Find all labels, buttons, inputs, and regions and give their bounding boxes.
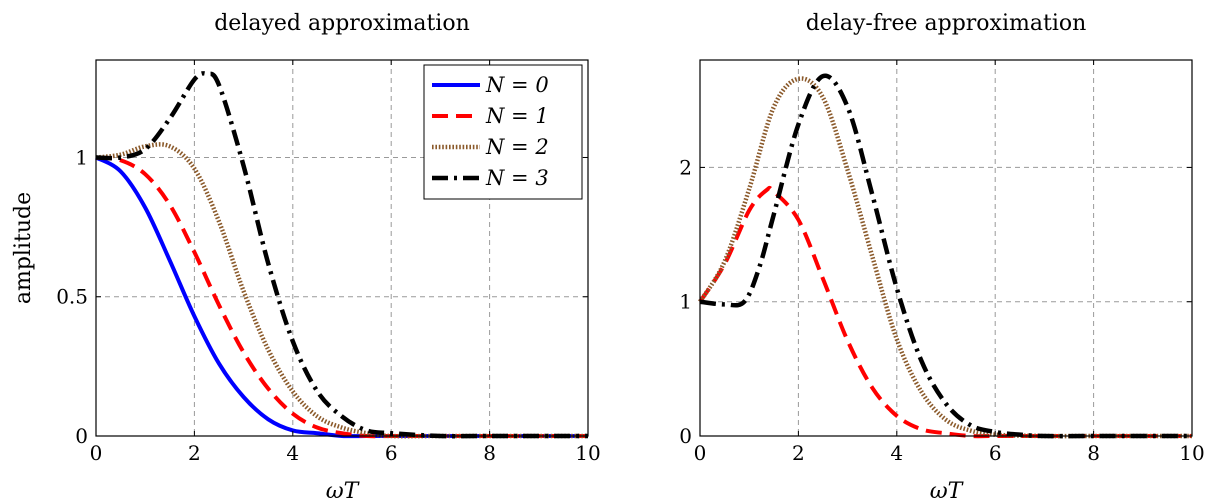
- left-chart-title: delayed approximation: [214, 11, 470, 36]
- x-tick-label: 8: [1087, 441, 1100, 465]
- left-legend: N = 0 N = 1 N = 2 N = 3: [423, 64, 583, 200]
- y-tick-label: 0: [679, 424, 692, 448]
- series-line-1: [698, 76, 1192, 439]
- left-grid: [96, 60, 588, 436]
- left-x-axis-label: ωT: [326, 479, 361, 504]
- legend-label: N = 0: [485, 73, 549, 97]
- x-tick-label: 10: [1179, 441, 1204, 465]
- legend-label: N = 3: [485, 166, 549, 190]
- x-tick-label: 0: [694, 441, 707, 465]
- left-y-axis-label: amplitude: [11, 192, 36, 304]
- legend-box: [423, 64, 583, 200]
- y-tick-label: 1: [679, 290, 692, 314]
- x-tick-label: 2: [188, 441, 201, 465]
- legend-label: N = 2: [485, 135, 549, 159]
- x-tick-label: 0: [90, 441, 103, 465]
- legend-label: N = 1: [485, 104, 549, 128]
- x-tick-label: 4: [286, 441, 299, 465]
- right-plot-frame: [699, 59, 1193, 437]
- x-tick-label: 10: [575, 441, 600, 465]
- right-x-axis-label: ωT: [930, 479, 965, 504]
- series-line-1: [95, 155, 588, 439]
- y-tick-label: 2: [679, 155, 692, 179]
- x-tick-label: 6: [989, 441, 1002, 465]
- left-plot-frame: [95, 59, 589, 437]
- right-series-group: [698, 73, 1192, 439]
- right-tick-labels: 0 2 4 6 8 10 0 1 2: [679, 60, 1205, 465]
- y-tick-label: 1: [75, 145, 88, 169]
- series-line-3: [95, 71, 588, 439]
- x-tick-label: 6: [385, 441, 398, 465]
- left-chart-panel: delayed approximation 0 2 4 6 8 10 0 0.5 1 ωT am…: [11, 11, 601, 504]
- y-tick-label: 0.5: [56, 285, 88, 309]
- right-chart-panel: delay-free approximation 0 2 4 6 8 10 0 1 2 ωT: [679, 11, 1204, 504]
- y-tick-label: 0: [75, 424, 88, 448]
- x-tick-label: 8: [483, 441, 496, 465]
- x-tick-label: 4: [890, 441, 903, 465]
- series-line-2: [95, 142, 588, 439]
- x-tick-label: 2: [792, 441, 805, 465]
- left-tick-labels: 0 2 4 6 8 10 0 0.5 1: [56, 60, 601, 465]
- series-line-2: [699, 73, 1192, 439]
- series-line-0: [698, 185, 1192, 439]
- right-grid: [700, 60, 1192, 436]
- right-chart-title: delay-free approximation: [806, 11, 1087, 36]
